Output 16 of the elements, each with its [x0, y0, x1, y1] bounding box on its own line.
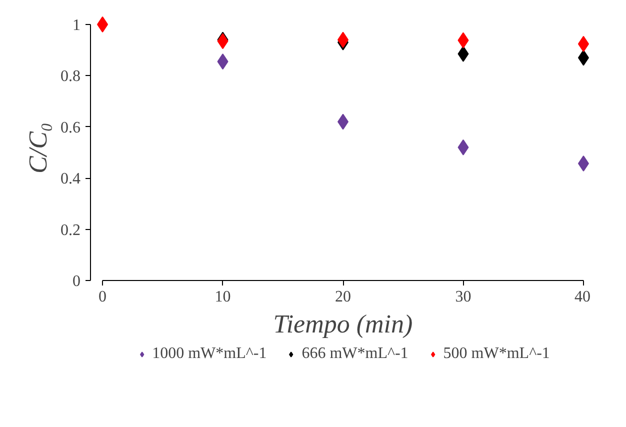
x-tick-label: 10: [214, 288, 231, 306]
x-tick-label: 30: [455, 288, 472, 306]
legend-label: 1000 mW*mL^-1: [152, 345, 267, 363]
legend-label: 666 mW*mL^-1: [302, 345, 408, 363]
y-tick-label: 0: [72, 273, 80, 290]
x-tick-label: 0: [98, 288, 107, 306]
y-tick-label: 0.6: [60, 119, 80, 136]
x-tick-label: 40: [574, 288, 590, 306]
y-axis-title: C/C₀: [24, 122, 52, 174]
y-tick-label: 0.8: [60, 68, 80, 86]
y-tick-label: 1: [72, 16, 80, 34]
x-tick-label: 20: [335, 288, 351, 306]
y-tick-label: 0.2: [60, 222, 80, 239]
x-axis-title: Tiempo (min): [273, 310, 413, 338]
y-tick-label: 0.4: [60, 170, 80, 188]
legend-label: 500 mW*mL^-1: [443, 345, 550, 363]
